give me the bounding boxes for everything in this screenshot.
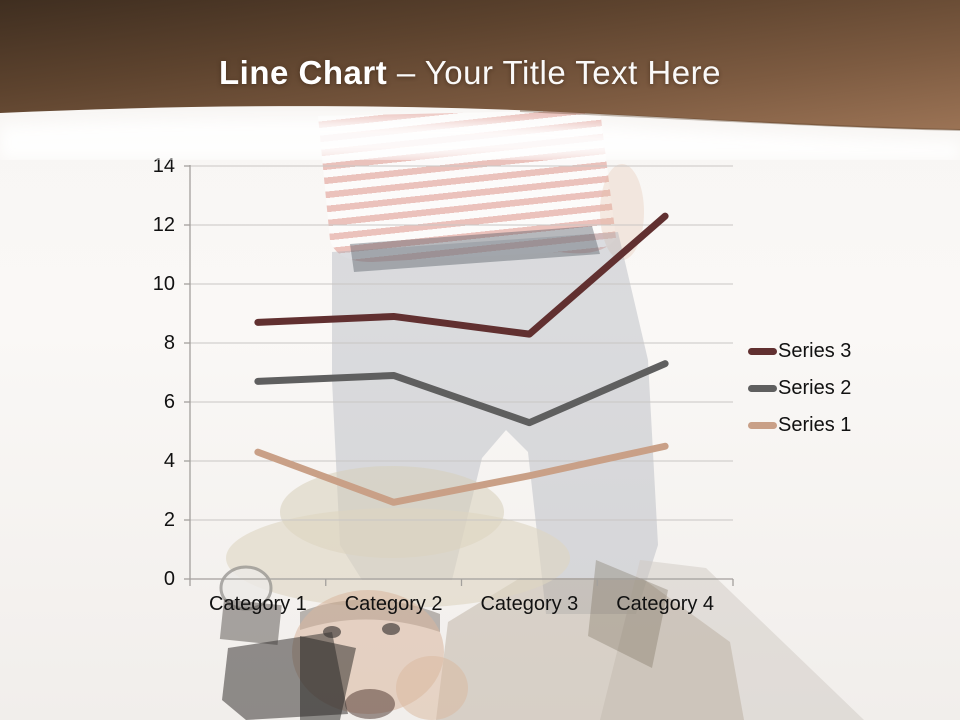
y-axis-label: 0 [163, 568, 175, 590]
y-axis-label: 2 [163, 509, 175, 531]
x-axis-label: Category 1 [208, 593, 307, 615]
x-axis-label: Category 2 [344, 593, 443, 615]
legend-item-series-3: Series 3 [748, 333, 851, 370]
legend-label-series-2: Series 2 [778, 377, 852, 399]
y-axis-label: 6 [163, 391, 175, 413]
photo-hand [396, 656, 468, 720]
legend-swatch-series-1 [748, 422, 777, 429]
y-axis-label: 10 [152, 273, 175, 295]
legend-swatch-series-3 [748, 348, 777, 355]
photo-hat-brim [226, 508, 570, 608]
x-axis-label: Category 4 [616, 593, 715, 615]
photo-camera-lens [300, 636, 356, 720]
series-line-series-3 [254, 212, 669, 338]
y-axis-label: 8 [163, 332, 175, 354]
y-axis-label: 4 [163, 450, 175, 472]
y-axis-label: 12 [152, 214, 175, 236]
legend-item-series-1: Series 1 [748, 407, 851, 444]
photo-vest [436, 578, 744, 720]
photo-arm [600, 164, 644, 260]
photo-mouth [345, 689, 395, 719]
photo-leg-lower [600, 560, 864, 720]
chart-legend: Series 3 Series 2 Series 1 [748, 333, 851, 444]
legend-label-series-3: Series 3 [778, 340, 852, 362]
legend-label-series-1: Series 1 [778, 414, 852, 436]
x-axis-label: Category 3 [480, 593, 579, 615]
photo-flash-body [219, 599, 282, 646]
legend-item-series-2: Series 2 [748, 370, 851, 407]
photo-strap [588, 560, 668, 668]
legend-swatch-series-2 [748, 385, 777, 392]
series-line-series-1 [254, 442, 669, 506]
series-line-series-2 [254, 360, 669, 427]
photo-eye-right [382, 623, 400, 635]
y-axis-label: 14 [152, 155, 175, 177]
photo-belt [350, 226, 600, 272]
